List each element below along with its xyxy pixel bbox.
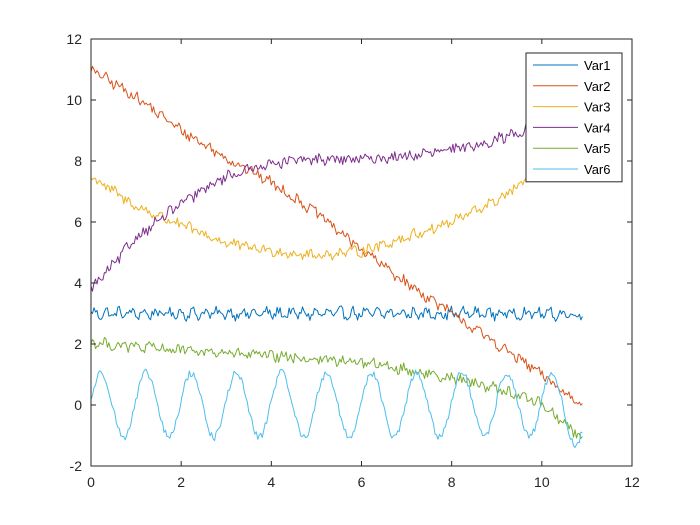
series-line-var2 (90, 65, 583, 406)
x-tick-label: 10 (534, 474, 550, 490)
legend-label: Var3 (584, 100, 611, 115)
legend-box (525, 52, 623, 183)
legend-item-var5: Var5 (533, 141, 611, 156)
y-axis: -2 0 2 4 6 8 10 12 (66, 31, 632, 474)
y-tick-label: 4 (74, 275, 82, 291)
x-tick-label: 8 (448, 474, 456, 490)
series-line-var6 (90, 368, 583, 448)
legend-item-var1: Var1 (533, 58, 611, 73)
legend-item-var2: Var2 (533, 79, 611, 94)
legend-label: Var4 (584, 120, 611, 135)
legend-item-var3: Var3 (533, 100, 611, 115)
y-tick-label: 10 (66, 92, 82, 108)
x-axis: 0 2 4 6 8 10 12 (87, 39, 640, 490)
legend: Var1 Var2 Var3 Var4 Var5 Var6 (525, 52, 623, 183)
legend-label: Var5 (584, 141, 611, 156)
y-tick-label: 8 (74, 153, 82, 169)
y-tick-label: 0 (74, 397, 82, 413)
series-line-var1 (90, 305, 583, 322)
legend-label: Var2 (584, 79, 611, 94)
series-line-var4 (90, 102, 583, 292)
y-tick-label: 6 (74, 214, 82, 230)
series-line-var3 (90, 140, 583, 261)
x-tick-label: 12 (624, 474, 640, 490)
x-tick-label: 6 (358, 474, 366, 490)
y-tick-label: -2 (70, 458, 83, 474)
x-tick-label: 0 (87, 474, 95, 490)
series-line-var5 (90, 337, 583, 439)
y-tick-label: 12 (66, 31, 82, 47)
x-tick-label: 4 (267, 474, 275, 490)
legend-label: Var1 (584, 58, 611, 73)
legend-label: Var6 (584, 162, 611, 177)
y-tick-label: 2 (74, 336, 82, 352)
series-lines (90, 65, 583, 448)
legend-item-var6: Var6 (533, 162, 611, 177)
x-tick-label: 2 (177, 474, 185, 490)
legend-item-var4: Var4 (533, 120, 611, 135)
